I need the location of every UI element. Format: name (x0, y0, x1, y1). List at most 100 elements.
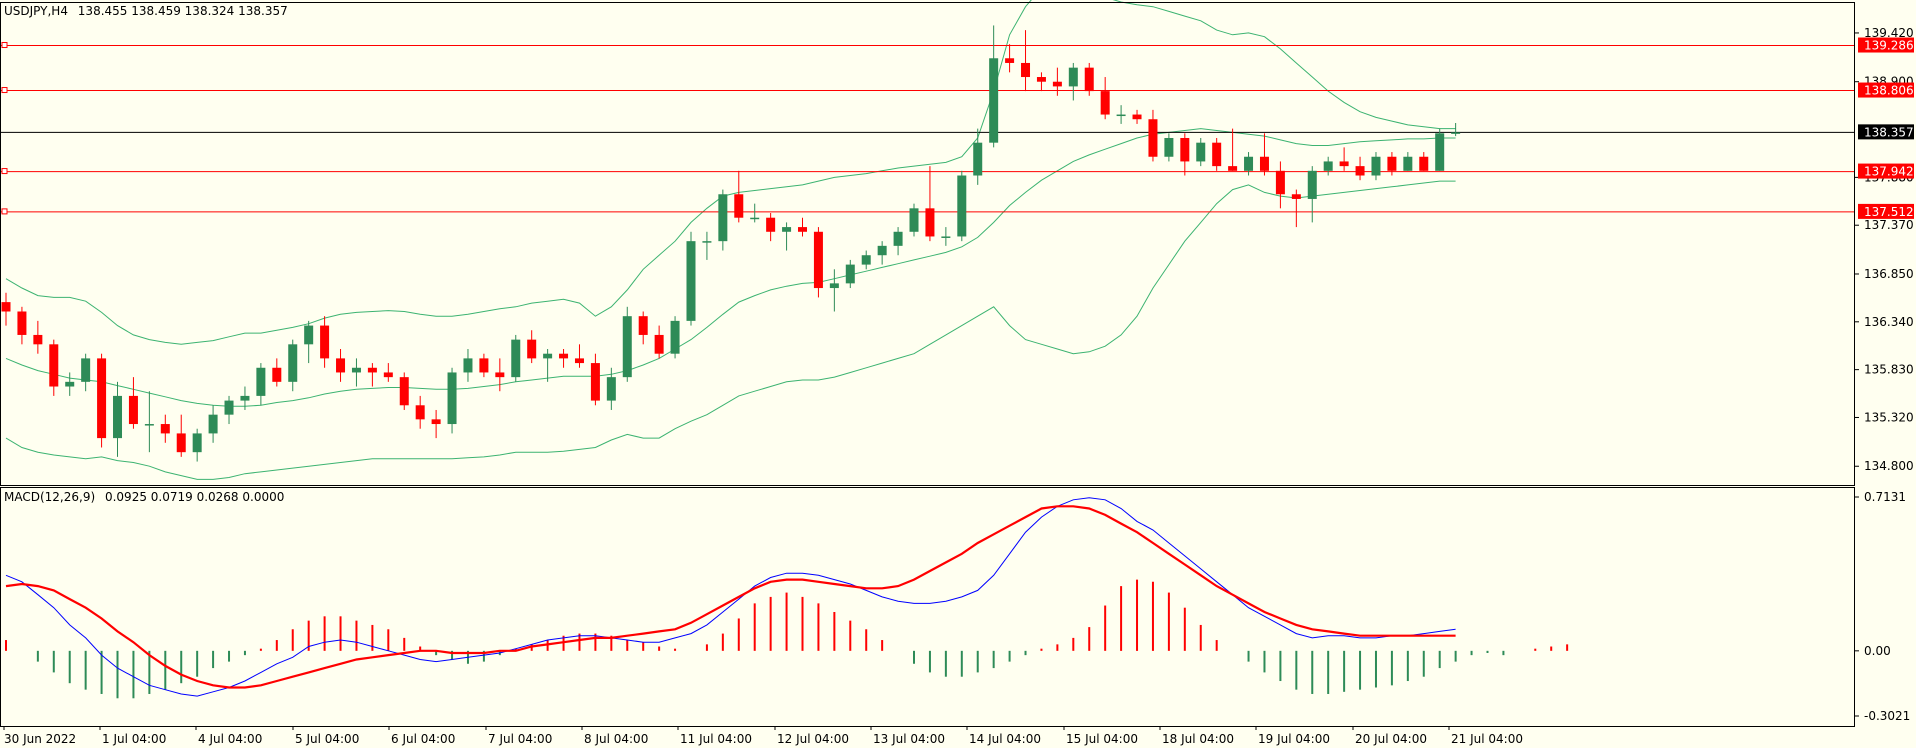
level-anchor-handle[interactable] (1, 87, 8, 94)
candle-body[interactable] (1052, 81, 1062, 87)
candle-body[interactable] (1259, 156, 1269, 171)
candle-body[interactable] (957, 175, 967, 237)
candle-body[interactable] (606, 377, 616, 401)
candle-body[interactable] (1323, 161, 1333, 171)
candle-body[interactable] (702, 241, 712, 243)
candle-body[interactable] (670, 320, 680, 354)
candle-body[interactable] (654, 334, 664, 354)
candle-body[interactable] (590, 363, 600, 401)
candle-body[interactable] (893, 231, 903, 246)
candle-body[interactable] (81, 358, 91, 382)
candle-body[interactable] (1291, 194, 1301, 199)
candle-body[interactable] (1387, 156, 1397, 171)
candle-body[interactable] (160, 424, 170, 434)
candle-body[interactable] (782, 227, 792, 232)
candle-body[interactable] (1084, 67, 1094, 92)
candle-body[interactable] (431, 419, 441, 425)
candle-body[interactable] (272, 367, 282, 382)
candle-body[interactable] (1355, 166, 1365, 176)
candle-body[interactable] (128, 395, 138, 425)
candle-body[interactable] (208, 414, 218, 434)
candle-body[interactable] (1132, 114, 1142, 120)
candle-body[interactable] (351, 367, 361, 373)
candle-body[interactable] (973, 142, 983, 176)
candle-body[interactable] (320, 325, 330, 359)
candle-body[interactable] (909, 208, 919, 232)
level-anchor-handle[interactable] (1, 208, 8, 215)
candle-body[interactable] (941, 236, 951, 238)
candle-body[interactable] (718, 194, 728, 242)
candle-body[interactable] (336, 358, 346, 373)
candle-body[interactable] (495, 372, 505, 378)
candle-body[interactable] (1419, 156, 1429, 171)
candle-body[interactable] (877, 245, 887, 256)
level-anchor-handle[interactable] (1, 42, 8, 49)
candle-body[interactable] (1164, 137, 1174, 157)
macd-panel[interactable] (5, 497, 1569, 699)
price-panel[interactable] (0, 0, 1855, 480)
candle-body[interactable] (49, 344, 59, 387)
candle-body[interactable] (1371, 156, 1381, 176)
candle-body[interactable] (1275, 170, 1285, 195)
candle-body[interactable] (989, 58, 999, 143)
candle-body[interactable] (861, 255, 871, 265)
candle-body[interactable] (113, 395, 123, 439)
candle-body[interactable] (813, 231, 823, 289)
candle-body[interactable] (240, 395, 250, 401)
candle-body[interactable] (1005, 58, 1015, 63)
candle-body[interactable] (1403, 156, 1413, 171)
candle-body[interactable] (845, 264, 855, 284)
candle-body[interactable] (1036, 77, 1046, 82)
candle-body[interactable] (1435, 133, 1445, 171)
candle-body[interactable] (1196, 142, 1206, 162)
candle-body[interactable] (224, 400, 234, 415)
candle-body[interactable] (463, 358, 473, 373)
candle-body[interactable] (1244, 156, 1254, 171)
candle-body[interactable] (638, 316, 648, 335)
candle-body[interactable] (1148, 119, 1158, 157)
candle-body[interactable] (527, 339, 537, 359)
candle-body[interactable] (1307, 170, 1317, 199)
candle-body[interactable] (33, 334, 43, 345)
candle-body[interactable] (1451, 132, 1461, 134)
candle-body[interactable] (1021, 62, 1031, 78)
candle-body[interactable] (367, 367, 377, 373)
candle-body[interactable] (144, 424, 154, 426)
candle-body[interactable] (383, 372, 393, 378)
candle-body[interactable] (511, 339, 521, 378)
candle-body[interactable] (734, 194, 744, 218)
level-anchor-handle[interactable] (1, 168, 8, 175)
candle-body[interactable] (65, 381, 75, 387)
candle-body[interactable] (559, 353, 569, 359)
candle-body[interactable] (798, 227, 807, 232)
candle-body[interactable] (1228, 166, 1238, 171)
candle-body[interactable] (1180, 137, 1190, 162)
candle-body[interactable] (1, 302, 11, 312)
candle-body[interactable] (479, 358, 489, 373)
candle-body[interactable] (17, 311, 27, 335)
candle-body[interactable] (447, 372, 457, 425)
candle-body[interactable] (304, 325, 314, 345)
candle-body[interactable] (97, 358, 107, 439)
candle-body[interactable] (288, 344, 298, 382)
candle-body[interactable] (686, 241, 696, 321)
candle-body[interactable] (399, 377, 409, 406)
candle-body[interactable] (256, 367, 266, 396)
candle-body[interactable] (574, 358, 584, 364)
candle-body[interactable] (543, 353, 553, 359)
candle-body[interactable] (192, 433, 202, 453)
candle-body[interactable] (1100, 91, 1110, 115)
candle-body[interactable] (766, 217, 776, 232)
candle-body[interactable] (829, 283, 839, 289)
candle-body[interactable] (1339, 161, 1349, 167)
candle-body[interactable] (415, 405, 425, 420)
candle-body[interactable] (622, 316, 632, 378)
candle-body[interactable] (925, 208, 935, 237)
candle-body[interactable] (750, 217, 760, 220)
candle-body[interactable] (1068, 67, 1078, 87)
candle-body[interactable] (1116, 114, 1126, 117)
candle-body[interactable] (1212, 142, 1222, 167)
candle-body[interactable] (176, 433, 186, 453)
